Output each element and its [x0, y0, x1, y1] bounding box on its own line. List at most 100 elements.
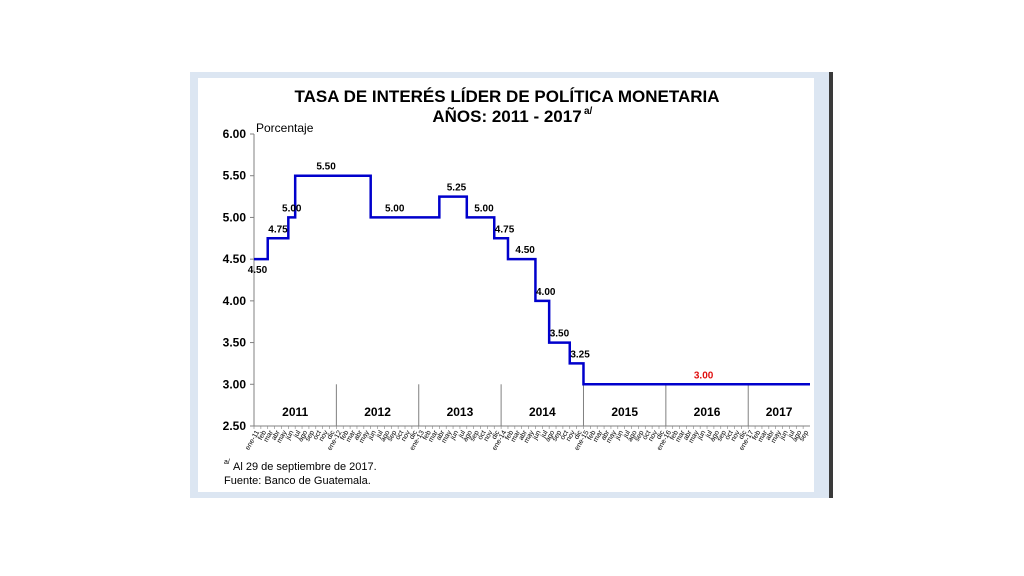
x-tick-label: oct: [724, 429, 735, 441]
x-tick-label: ago: [297, 429, 309, 443]
year-labels: 2011 2012 2013 2014 2015 2016 2017: [282, 405, 793, 419]
year-label: 2014: [529, 405, 556, 419]
year-dividers: [335, 384, 749, 426]
x-tick-label: ene-11: [244, 429, 261, 451]
data-label: 4.75: [495, 224, 515, 235]
x-tick-label: ago: [544, 429, 556, 443]
x-tick-label: jul: [375, 429, 385, 440]
x-tick-label: abr: [435, 429, 446, 442]
x-tick-labels: ene-11febmarabrmayjunjulagosepoctnovdice…: [244, 429, 810, 452]
x-tick-label: jul: [622, 429, 632, 440]
x-tick-label: nov: [483, 429, 495, 443]
x-tick-label: ago: [709, 429, 721, 443]
x-tick-label: nov: [565, 429, 577, 443]
x-tick-label: feb: [422, 429, 433, 441]
x-tick-label: dic: [738, 429, 749, 441]
y-tick-label: 4.50: [223, 252, 247, 266]
x-tick-label: ago: [627, 429, 639, 443]
data-label: 4.50: [248, 265, 268, 276]
data-label: 5.50: [316, 162, 336, 173]
year-label: 2012: [364, 405, 391, 419]
x-tick-label: nov: [648, 429, 660, 443]
y-axis-label: Porcentaje: [256, 121, 314, 135]
data-label: 4.75: [268, 224, 288, 235]
x-tick-label: jul: [704, 429, 714, 440]
data-labels: 4.504.755.005.505.005.255.004.754.504.00…: [248, 162, 714, 382]
x-tick-label: jun: [696, 429, 707, 442]
y-tick-label: 5.00: [223, 210, 247, 224]
x-tick-label: jul: [539, 429, 549, 440]
subtitle-note: a/: [584, 106, 593, 117]
x-tick-label: dic: [326, 429, 337, 441]
footnote: Al 29 de septiembre de 2017.: [233, 461, 377, 473]
y-tick-label: 2.50: [223, 419, 247, 433]
x-tick-label: oct: [477, 429, 488, 441]
chart-frame: 4.50 4.75 5.00 5.50 5.00 5.25 5.00 4.75 4.50 4.00…: [190, 72, 830, 498]
chart-title: TASA DE INTERÉS LÍDER DE POLÍTICA MONETA…: [294, 87, 719, 106]
footnote-mark: a/: [224, 459, 230, 466]
x-tick-label: sep: [469, 429, 481, 442]
data-label: 5.25: [447, 183, 467, 194]
year-label: 2017: [766, 405, 793, 419]
x-tick-label: feb: [669, 429, 680, 441]
source-note: Fuente: Banco de Guatemala.: [224, 475, 371, 487]
data-label: 5.00: [282, 203, 302, 214]
chart-subtitle: AÑOS: 2011 - 2017: [432, 106, 581, 126]
x-tick-label: dic: [491, 429, 502, 441]
x-tick-label: feb: [587, 429, 598, 441]
data-label: 5.00: [474, 203, 494, 214]
y-tick-labels: 2.50 3.00 3.50 4.00 4.50 5.00 5.50 6.00: [223, 127, 247, 433]
x-tick-label: abr: [765, 429, 776, 442]
x-tick-label: feb: [339, 429, 350, 441]
x-tick-label: jun: [449, 429, 460, 442]
year-label: 2015: [611, 405, 638, 419]
y-tick-label: 4.00: [223, 294, 247, 308]
year-label: 2016: [694, 405, 721, 419]
x-tick-label: oct: [312, 429, 323, 441]
x-tick-label: abr: [600, 429, 611, 442]
x-tick-label: ago: [380, 429, 392, 443]
x-tick-label: abr: [682, 429, 693, 442]
y-tick-label: 3.50: [223, 336, 247, 350]
x-tick-label: nov: [400, 429, 412, 443]
x-tick-label: jun: [778, 429, 789, 442]
x-tick-label: oct: [559, 429, 570, 441]
x-tick-label: feb: [257, 429, 268, 441]
x-tick-label: jun: [614, 429, 625, 442]
x-tick-label: jun: [284, 429, 295, 442]
data-label: 3.25: [570, 349, 590, 360]
x-tick-label: sep: [634, 429, 646, 442]
data-label: 5.00: [385, 203, 405, 214]
x-tick-label: jul: [457, 429, 467, 440]
y-tick-label: 3.00: [223, 377, 247, 391]
data-label: 4.50: [515, 245, 535, 256]
series-line: [254, 174, 810, 386]
x-tick-label: jun: [531, 429, 542, 442]
x-tick-label: oct: [642, 429, 653, 441]
data-label: 3.50: [550, 329, 570, 340]
year-label: 2011: [282, 405, 308, 419]
line-chart: 4.504.755.005.505.005.255.004.754.504.00…: [223, 87, 811, 487]
x-tick-label: jul: [787, 429, 797, 440]
axes: [250, 133, 810, 429]
y-tick-label: 6.00: [223, 127, 247, 141]
y-tick-label: 5.50: [223, 169, 247, 183]
x-tick-label: ago: [792, 429, 804, 443]
x-tick-label: jul: [292, 429, 302, 440]
x-tick-label: abr: [271, 429, 282, 442]
year-label: 2013: [447, 405, 474, 419]
x-tick-label: feb: [504, 429, 515, 441]
x-tick-label: feb: [751, 429, 762, 441]
x-tick-label: sep: [304, 429, 316, 442]
x-tick-label: nov: [730, 429, 742, 443]
x-tick-label: oct: [395, 429, 406, 441]
x-tick-label: dic: [409, 429, 420, 441]
frame-edge: [829, 72, 833, 498]
x-tick-label: sep: [799, 429, 811, 442]
chart-panel: 4.50 4.75 5.00 5.50 5.00 5.25 5.00 4.75 4.50 4.00…: [198, 78, 814, 492]
x-tick-label: abr: [518, 429, 529, 442]
x-tick-label: dic: [656, 429, 667, 441]
x-tick-label: sep: [551, 429, 563, 442]
x-tick-label: dic: [573, 429, 584, 441]
series: [254, 174, 810, 386]
